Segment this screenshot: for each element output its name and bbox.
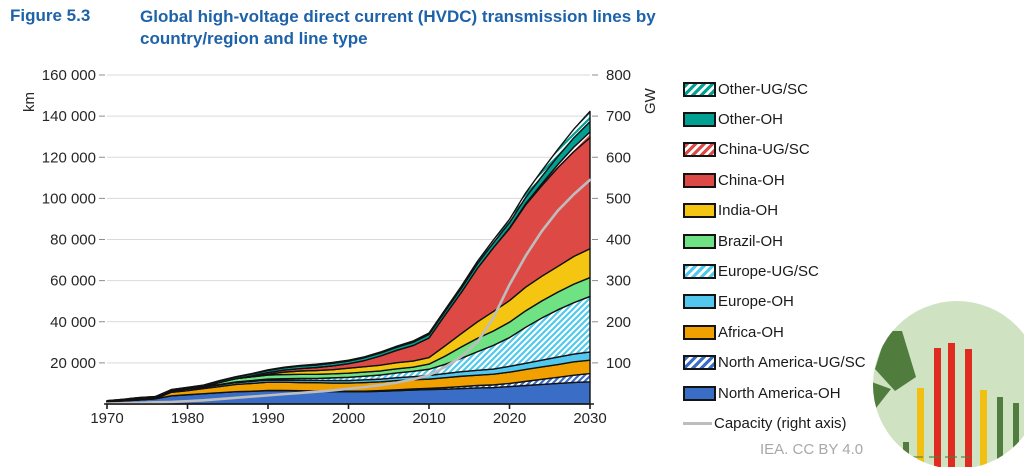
logo-bar bbox=[965, 349, 972, 467]
logo-axis-mark bbox=[913, 456, 923, 458]
legend-label: China-UG/SC bbox=[718, 141, 810, 159]
y-left-tick-label: 80 000 bbox=[50, 232, 96, 249]
x-tick-label: 1980 bbox=[171, 410, 204, 427]
legend-item-india-oh: India-OH bbox=[683, 196, 866, 226]
logo-axis-mark bbox=[961, 456, 970, 458]
figure-title: Global high-voltage direct current (HVDC… bbox=[140, 7, 656, 49]
legend-swatch bbox=[683, 203, 716, 219]
legend-swatch bbox=[683, 172, 716, 188]
x-tick-label: 1990 bbox=[251, 410, 284, 427]
legend-label: Other-UG/SC bbox=[718, 80, 809, 98]
logo-arrow-shaft bbox=[875, 331, 916, 391]
legend-swatch bbox=[683, 324, 716, 340]
legend-item-africa-oh: Africa-OH bbox=[683, 317, 866, 347]
y-right-tick-label: 500 bbox=[606, 190, 631, 207]
y-right-tick-label: 200 bbox=[606, 314, 631, 331]
capacity-line bbox=[105, 178, 592, 405]
legend-item-north-america-ug-sc: North America-UG/SC bbox=[683, 348, 866, 378]
legend-label: North America-UG/SC bbox=[718, 354, 866, 372]
legend-label: Europe-OH bbox=[718, 293, 794, 311]
legend-label: Capacity (right axis) bbox=[714, 414, 847, 432]
y-left-tick-label: 140 000 bbox=[42, 108, 96, 125]
y-right-tick-label: 600 bbox=[606, 149, 631, 166]
logo-arrow-head bbox=[873, 382, 891, 412]
y-right-tick-label: 700 bbox=[606, 108, 631, 125]
legend-item-north-america-oh: North America-OH bbox=[683, 378, 866, 408]
y-right-tick-label: 800 bbox=[606, 67, 631, 84]
y-right-tick-label: 100 bbox=[606, 355, 631, 372]
legend-line-swatch bbox=[683, 421, 712, 425]
y-left-tick-label: 160 000 bbox=[42, 67, 96, 84]
y-left-axis-title: km bbox=[21, 92, 38, 112]
figure-number: Figure 5.3 bbox=[10, 6, 91, 25]
x-tick-label: 2000 bbox=[332, 410, 365, 427]
legend-swatch bbox=[683, 233, 716, 249]
legend-label: China-OH bbox=[718, 171, 785, 189]
logo-bar bbox=[1013, 403, 1019, 467]
x-tick-label: 2010 bbox=[412, 410, 445, 427]
y-right-tick-label: 400 bbox=[606, 232, 631, 249]
figure-header: Figure 5.3 Global high-voltage direct cu… bbox=[10, 6, 670, 50]
y-left-tick-label: 20 000 bbox=[50, 355, 96, 372]
y-left-tick-label: 100 000 bbox=[42, 190, 96, 207]
logo-bar bbox=[948, 343, 955, 467]
legend-item-europe-ug-sc: Europe-UG/SC bbox=[683, 256, 866, 286]
legend-label: Other-OH bbox=[718, 111, 784, 129]
x-tick-label: 1970 bbox=[90, 410, 123, 427]
legend-label: Brazil-OH bbox=[718, 232, 784, 250]
report-thumbnail-logo bbox=[873, 301, 1024, 467]
y-right-tick-label: 300 bbox=[606, 273, 631, 290]
legend-swatch bbox=[683, 264, 716, 280]
y-left-tick-label: 40 000 bbox=[50, 314, 96, 331]
y-left-tick-label: 60 000 bbox=[50, 273, 96, 290]
legend-swatch bbox=[683, 142, 716, 158]
legend-swatch bbox=[683, 112, 716, 128]
legend-swatch bbox=[683, 385, 716, 401]
logo-bar bbox=[917, 388, 924, 467]
x-tick-label: 2030 bbox=[573, 410, 606, 427]
legend-label: North America-OH bbox=[718, 384, 841, 402]
logo-bar bbox=[934, 348, 941, 467]
legend-label: Africa-OH bbox=[718, 323, 784, 341]
legend-swatch bbox=[683, 81, 716, 97]
logo-bar bbox=[980, 390, 987, 467]
legend-item-brazil-oh: Brazil-OH bbox=[683, 226, 866, 256]
iea-credit: IEA. CC BY 4.0 bbox=[760, 441, 864, 458]
legend-label: Europe-UG/SC bbox=[718, 263, 819, 281]
legend-item-europe-oh: Europe-OH bbox=[683, 287, 866, 317]
legend-item-china-ug-sc: China-UG/SC bbox=[683, 135, 866, 165]
logo-axis-mark bbox=[929, 456, 941, 458]
area-other-ug-sc bbox=[106, 110, 591, 402]
legend-item-other-oh: Other-OH bbox=[683, 104, 866, 134]
chart-legend: Other-UG/SC Other-OH China-UG/SC China-OH In… bbox=[683, 74, 866, 439]
legend-swatch bbox=[683, 355, 716, 371]
y-left-tick-label: 120 000 bbox=[42, 149, 96, 166]
legend-swatch bbox=[683, 294, 716, 310]
logo-axis-mark bbox=[945, 456, 957, 458]
legend-label: India-OH bbox=[718, 202, 779, 220]
x-tick-label: 2020 bbox=[493, 410, 526, 427]
y-right-axis-title: GW bbox=[642, 87, 659, 114]
logo-mini-chart bbox=[873, 331, 1019, 467]
logo-bar bbox=[997, 397, 1003, 467]
legend-item-other-ug-sc: Other-UG/SC bbox=[683, 74, 866, 104]
legend-item-china-oh: China-OH bbox=[683, 165, 866, 195]
legend-item-capacity-right-axis-: Capacity (right axis) bbox=[683, 408, 866, 438]
